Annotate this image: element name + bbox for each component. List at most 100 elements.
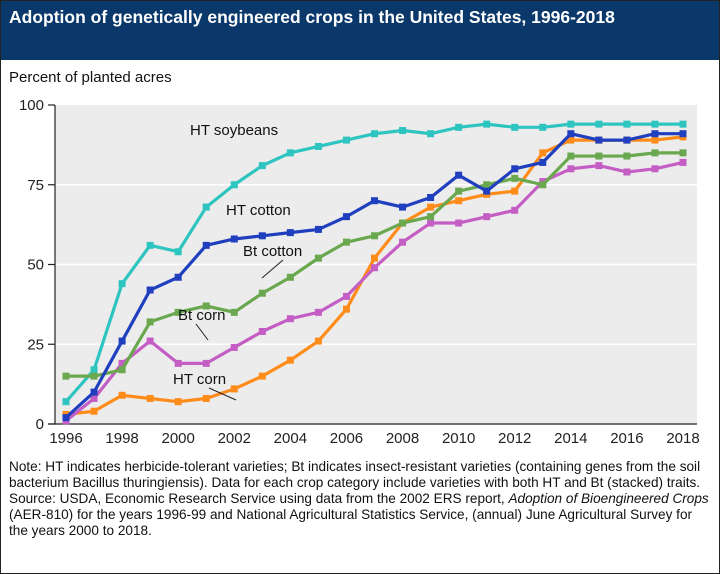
data-point-ht-soybeans [679,120,687,128]
x-tick-label: 2008 [386,430,419,447]
data-point-bt-corn [483,213,491,221]
data-point-ht-cotton [286,229,294,237]
data-point-bt-corn [202,359,210,367]
data-point-ht-cotton [455,171,463,179]
y-tick-label: 25 [27,336,44,353]
data-point-ht-soybeans [371,130,378,138]
data-point-ht-cotton [90,388,98,396]
data-point-bt-corn [511,206,519,214]
x-tick-label: 2004 [274,430,307,447]
data-point-bt-corn [399,238,407,246]
data-point-bt-corn [90,394,98,402]
series-label: Bt cotton [243,243,302,260]
data-point-ht-cotton [539,158,547,166]
data-point-ht-corn [202,394,210,402]
data-point-bt-cotton [595,152,603,160]
data-point-ht-soybeans [286,149,294,157]
data-point-ht-soybeans [314,142,322,150]
data-point-ht-cotton [230,235,238,243]
data-point-bt-cotton [511,174,519,182]
data-point-bt-cotton [202,302,210,310]
data-point-ht-corn [258,372,266,380]
data-point-bt-corn [146,337,154,345]
data-point-ht-soybeans [455,123,463,131]
data-point-bt-cotton [118,366,126,374]
y-axis-label: Percent of planted acres [9,69,172,86]
data-point-bt-cotton [230,308,238,316]
data-point-bt-cotton [286,273,294,281]
y-tick-label: 75 [27,177,44,194]
data-point-ht-corn [511,187,519,195]
data-point-ht-corn [567,136,575,144]
x-tick-label: 2014 [554,430,587,447]
data-point-ht-cotton [623,136,631,144]
data-point-bt-corn [427,219,435,227]
data-point-ht-cotton [314,225,322,233]
x-tick-label: 1996 [49,430,82,447]
data-point-ht-soybeans [511,123,519,131]
data-point-ht-corn [651,136,659,144]
source-title: Adoption of Bioengineered Crops [508,491,709,506]
data-point-bt-cotton [679,149,687,157]
data-point-ht-corn [455,197,463,205]
data-point-ht-cotton [595,136,603,144]
data-point-bt-cotton [455,187,463,195]
data-point-ht-soybeans [595,120,603,128]
data-point-bt-corn [118,359,126,367]
data-point-ht-cotton [651,130,659,138]
x-tick-label: 2002 [218,430,251,447]
data-point-bt-corn [174,359,182,367]
data-point-ht-soybeans [118,280,126,288]
y-tick-label: 50 [27,257,44,274]
x-tick-label: 2018 [666,430,699,447]
data-point-ht-soybeans [651,120,659,128]
series-label: HT corn [173,371,226,388]
data-point-bt-corn [371,264,378,272]
x-tick-label: 1998 [105,430,138,447]
data-point-ht-corn [90,407,98,415]
note-text: Note: HT indicates herbicide-tolerant va… [9,459,701,490]
data-point-ht-soybeans [230,181,238,189]
x-tick-label: 2000 [161,430,194,447]
notes: Note: HT indicates herbicide-tolerant va… [9,459,709,539]
data-point-bt-corn [230,343,238,351]
label-leader [208,387,237,401]
data-point-ht-cotton [679,130,687,138]
data-point-bt-corn [258,327,266,335]
x-tick-label: 2006 [330,430,363,447]
data-point-bt-corn [651,165,659,173]
data-point-ht-soybeans [90,366,98,374]
y-tick-label: 100 [19,97,44,114]
data-point-ht-soybeans [342,136,350,144]
data-point-bt-corn [286,315,294,323]
data-point-ht-cotton [258,232,266,240]
data-point-ht-cotton [511,165,519,173]
data-point-ht-soybeans [483,120,491,128]
data-point-ht-soybeans [567,120,575,128]
x-tick-label: 2016 [610,430,643,447]
data-point-ht-soybeans [146,241,154,249]
data-point-bt-corn [679,158,687,166]
data-point-ht-soybeans [258,162,266,170]
data-point-bt-cotton [371,232,378,240]
data-point-ht-soybeans [202,203,210,211]
data-point-ht-corn [539,149,547,157]
data-point-bt-cotton [399,219,407,227]
data-point-ht-soybeans [427,130,435,138]
data-point-ht-cotton [118,337,126,345]
data-point-ht-corn [342,305,350,313]
series-label: HT cotton [226,202,291,219]
data-point-ht-cotton [483,187,491,195]
data-point-ht-cotton [342,213,350,221]
data-point-bt-cotton [483,181,491,189]
data-point-ht-corn [118,391,126,399]
data-point-ht-corn [371,254,378,262]
data-point-ht-corn [314,337,322,345]
label-leader [261,259,284,279]
data-point-ht-corn [286,356,294,364]
data-point-bt-cotton [146,318,154,326]
data-point-ht-soybeans [399,127,407,135]
data-point-bt-cotton [427,213,435,221]
